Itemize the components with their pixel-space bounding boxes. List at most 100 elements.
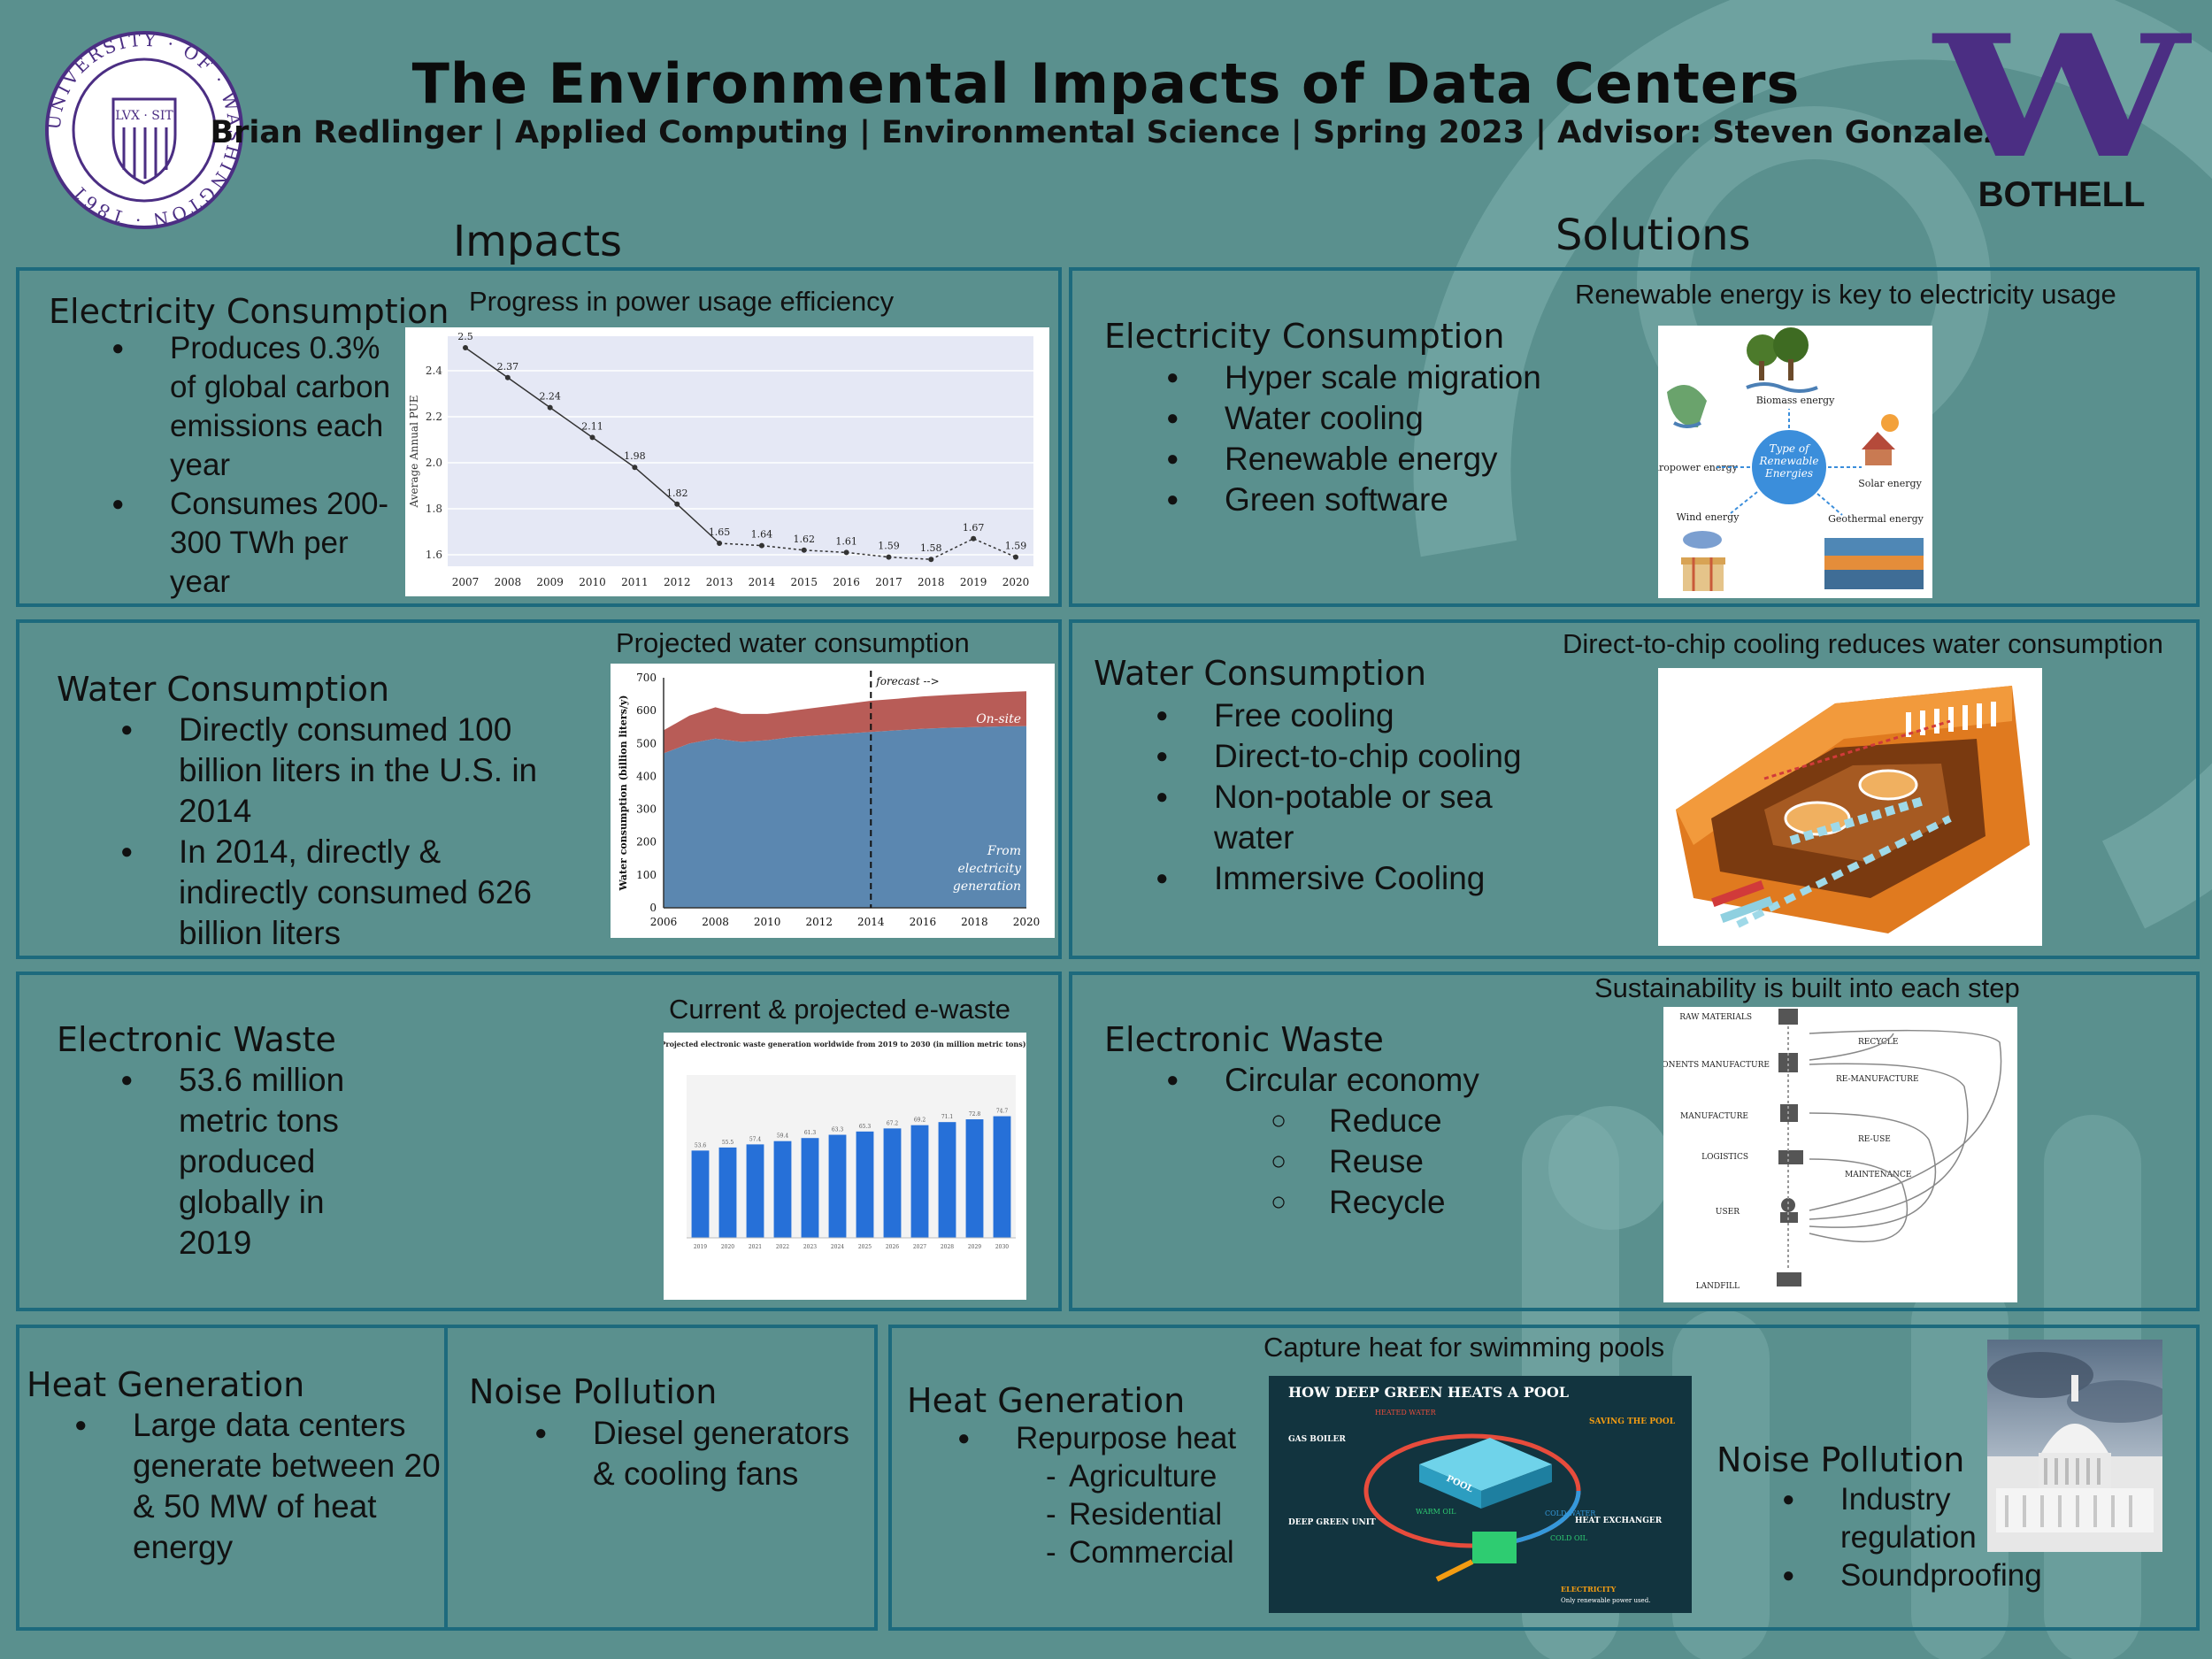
- solutions-heat-bullets: Repurpose heat: [934, 1419, 1271, 1457]
- heat-exchanger-label: HEAT EXCHANGER: [1575, 1517, 1663, 1525]
- list-item: Hyper scale migration: [1143, 357, 1559, 398]
- ewaste-data-label: 53.6: [695, 1142, 707, 1148]
- list-item: Non-potable or sea water: [1133, 777, 1540, 858]
- water-ytick: 100: [636, 869, 657, 881]
- list-item: Green software: [1143, 480, 1559, 520]
- pue-data-label: 1.67: [963, 522, 985, 534]
- loop-reuse: RE-USE: [1858, 1135, 1891, 1144]
- ewaste-xtick: 2019: [694, 1244, 707, 1250]
- water-chart-caption: Projected water consumption: [616, 627, 970, 658]
- water-forecast-label: forecast -->: [875, 675, 939, 687]
- ewaste-bar: [828, 1134, 847, 1238]
- ewaste-bar: [746, 1144, 764, 1238]
- pue-ytick: 2.0: [426, 457, 442, 469]
- water-area-onsite: [664, 691, 1026, 754]
- solutions-ewaste-bullets: Circular economy: [1143, 1060, 1550, 1101]
- impacts-water-panel: [16, 619, 1062, 959]
- list-item: Water cooling: [1143, 398, 1559, 439]
- impacts-ewaste-bullets: 53.6 million metric tons produced global…: [97, 1060, 398, 1263]
- list-item: Free cooling: [1133, 695, 1540, 736]
- list-item: Commercial: [1028, 1533, 1294, 1571]
- ewaste-xtick: 2020: [721, 1244, 734, 1250]
- solutions-ewaste-sub-bullets: Reduce Reuse Recycle: [1248, 1101, 1566, 1223]
- impacts-noise-panel: [444, 1325, 878, 1631]
- poster-subtitle: Brian Redlinger | Applied Computing | En…: [210, 115, 2002, 150]
- university-seal: UNIVERSITY · OF · WASHINGTON · 1861 LVX …: [42, 28, 246, 232]
- pue-data-label: 2.37: [497, 361, 519, 373]
- solutions-heat-sub-bullets: Agriculture Residential Commercial: [1028, 1457, 1294, 1571]
- ewaste-bar: [691, 1150, 710, 1238]
- cold-water-label: COLD WATER: [1545, 1509, 1596, 1517]
- pue-point: [1013, 554, 1018, 560]
- water-xtick: 2018: [961, 916, 988, 928]
- gas-boiler-label: GAS BOILER: [1288, 1435, 1346, 1444]
- pue-xtick: 2017: [875, 576, 902, 588]
- ewaste-xtick: 2028: [941, 1244, 954, 1250]
- pue-point: [547, 404, 553, 411]
- impacts-water-title: Water Consumption: [57, 670, 390, 709]
- impacts-heading: Impacts: [453, 217, 623, 266]
- ewaste-data-label: 71.1: [941, 1114, 953, 1120]
- ewaste-bar: [718, 1147, 737, 1238]
- pue-plot-area: [448, 336, 1033, 566]
- solutions-heat-title: Heat Generation: [907, 1381, 1186, 1420]
- ewaste-data-label: 59.4: [777, 1133, 789, 1140]
- impacts-ewaste-panel: [16, 972, 1062, 1311]
- solar-label: Solar energy: [1858, 478, 1922, 489]
- ewaste-xtick: 2027: [913, 1244, 926, 1250]
- pue-point: [717, 541, 723, 546]
- pue-data-label: 1.59: [1005, 541, 1027, 552]
- pue-ytick: 2.4: [426, 365, 442, 377]
- pue-ytick: 2.2: [426, 411, 442, 423]
- list-item: Recycle: [1248, 1182, 1566, 1223]
- water-series-label: generation: [953, 879, 1021, 894]
- list-item: Renewable energy: [1143, 439, 1559, 480]
- list-item: Industry regulation: [1759, 1480, 2078, 1556]
- pue-xtick: 2015: [790, 576, 818, 588]
- water-ytick: 200: [636, 836, 657, 849]
- impacts-electricity-panel: [16, 267, 1062, 607]
- pue-point: [674, 501, 680, 507]
- water-ytick: 500: [636, 737, 657, 749]
- pue-data-label: 2.24: [539, 391, 561, 403]
- pue-data-label: 1.61: [835, 535, 857, 547]
- pue-chart-caption: Progress in power usage efficiency: [469, 286, 895, 317]
- loop-recycle: RECYCLE: [1858, 1038, 1898, 1047]
- pue-point: [843, 549, 849, 556]
- ewaste-bar: [965, 1119, 984, 1238]
- list-item: Reuse: [1248, 1141, 1566, 1182]
- pue-data-label: 2.11: [581, 420, 603, 432]
- loop-maintenance: MAINTENANCE: [1845, 1171, 1911, 1179]
- logo-bothell: BOTHELL: [1978, 175, 2146, 214]
- poster-title: The Environmental Impacts of Data Center…: [411, 51, 1801, 116]
- list-item: Diesel generators & cooling fans: [511, 1413, 874, 1494]
- pue-point: [632, 465, 638, 471]
- water-xtick: 2014: [857, 916, 885, 928]
- ewaste-data-label: 55.5: [722, 1140, 734, 1146]
- pue-ytick: 1.8: [426, 503, 442, 515]
- list-item: Repurpose heat: [934, 1419, 1271, 1457]
- heated-water-label: HEATED WATER: [1375, 1409, 1437, 1417]
- water-xtick: 2016: [910, 916, 937, 928]
- step-components: COMPONENTS MANUFACTURE: [1663, 1061, 1770, 1070]
- ewaste-plot-area: [687, 1075, 1016, 1238]
- pue-data-label: 1.58: [920, 542, 942, 554]
- solutions-water-bullets: Free cooling Direct-to-chip cooling Non-…: [1133, 695, 1540, 899]
- water-xtick: 2020: [1013, 916, 1041, 928]
- water-xtick: 2006: [650, 916, 678, 928]
- solutions-electricity-title: Electricity Consumption: [1104, 317, 1505, 356]
- ewaste-bar: [856, 1131, 874, 1238]
- pue-xtick: 2008: [495, 576, 522, 588]
- deep-green-pool-infographic: HOW DEEP GREEN HEATS A POOL GAS BOILER H…: [1269, 1376, 1692, 1613]
- pue-xtick: 2013: [706, 576, 733, 588]
- logo-w: W: [1933, 0, 2190, 196]
- impacts-electricity-title: Electricity Consumption: [49, 292, 449, 331]
- renewable-energy-diagram: Biomass energy Hydropower energy Type of…: [1639, 326, 1932, 598]
- pue-series-line-dotted: [719, 537, 1017, 560]
- ewaste-bar: [910, 1125, 929, 1238]
- ewaste-xtick: 2024: [831, 1244, 844, 1250]
- pue-xtick: 2007: [452, 576, 480, 588]
- water-ytick: 700: [636, 672, 657, 684]
- list-item: Reduce: [1248, 1101, 1566, 1141]
- pue-data-label: 2.5: [457, 331, 473, 342]
